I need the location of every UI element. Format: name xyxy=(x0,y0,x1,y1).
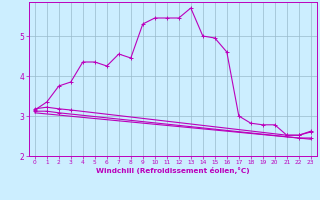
X-axis label: Windchill (Refroidissement éolien,°C): Windchill (Refroidissement éolien,°C) xyxy=(96,167,250,174)
